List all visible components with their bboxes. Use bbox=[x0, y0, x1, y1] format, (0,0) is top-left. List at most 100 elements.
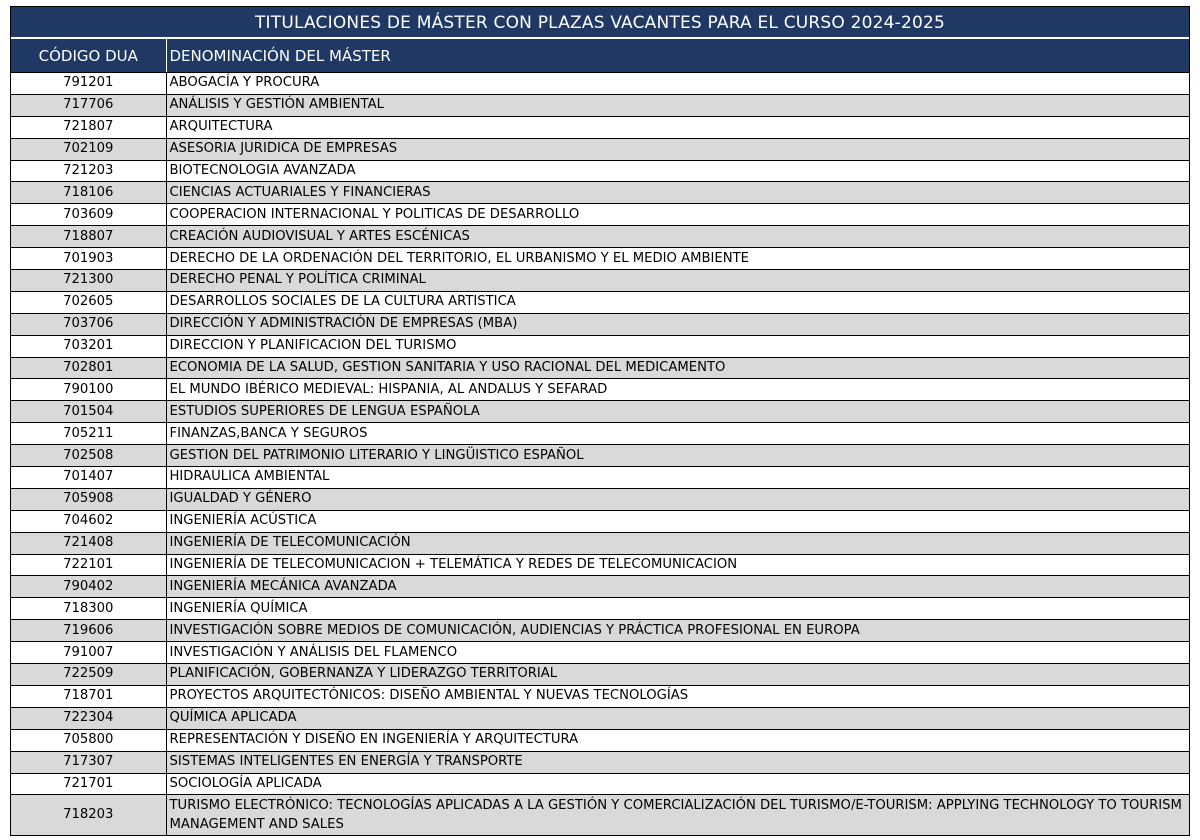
cell-code: 790100 bbox=[11, 378, 167, 402]
cell-name: ANÁLISIS Y GESTIÓN AMBIENTAL bbox=[166, 94, 1189, 117]
table-row: 790100 EL MUNDO IBÉRICO MEDIEVAL: HISPANI… bbox=[11, 378, 1189, 402]
table-row: 718106 CIENCIAS ACTUARIALES Y FINANCIERAS bbox=[11, 181, 1189, 205]
cell-name: DIRECCIÓN Y ADMINISTRACIÓN DE EMPRESAS (… bbox=[166, 313, 1189, 336]
cell-code: 721701 bbox=[11, 773, 167, 796]
cell-name: ABOGACÍA Y PROCURA bbox=[166, 72, 1189, 95]
table-row: 718300 INGENIERÍA QUÍMICA bbox=[11, 597, 1189, 621]
cell-code: 703201 bbox=[11, 335, 167, 358]
table-row: 721408 INGENIERÍA DE TELECOMUNICACIÓN bbox=[11, 532, 1189, 555]
cell-name: IGUALDAD Y GÉNERO bbox=[166, 488, 1189, 511]
cell-name: EL MUNDO IBÉRICO MEDIEVAL: HISPANIA, AL … bbox=[166, 378, 1189, 402]
cell-code: 701407 bbox=[11, 466, 167, 489]
cell-name: DERECHO PENAL Y POLÍTICA CRIMINAL bbox=[166, 269, 1189, 292]
cell-code: 722509 bbox=[11, 663, 167, 686]
table-row: 718807 CREACIÓN AUDIOVISUAL Y ARTES ESCÉN… bbox=[11, 225, 1189, 249]
cell-code: 702109 bbox=[11, 138, 167, 161]
cell-name: CIENCIAS ACTUARIALES Y FINANCIERAS bbox=[166, 181, 1189, 205]
cell-code: 721300 bbox=[11, 269, 167, 292]
cell-name: INGENIERÍA MECÁNICA AVANZADA bbox=[166, 575, 1189, 599]
table-row: 722509 PLANIFICACIÓN, GOBERNANZA Y LIDERA… bbox=[11, 663, 1189, 686]
cell-name: HIDRAULICA AMBIENTAL bbox=[166, 466, 1189, 489]
cell-name: PLANIFICACIÓN, GOBERNANZA Y LIDERAZGO TE… bbox=[166, 663, 1189, 686]
table-row: 701504 ESTUDIOS SUPERIORES DE LENGUA ESPA… bbox=[11, 400, 1189, 424]
cell-code: 718807 bbox=[11, 225, 167, 249]
cell-name: GESTION DEL PATRIMONIO LITERARIO Y LINGÜ… bbox=[166, 444, 1189, 468]
cell-code: 722101 bbox=[11, 554, 167, 577]
cell-name: INGENIERÍA DE TELECOMUNICACION + TELEMÁT… bbox=[166, 554, 1189, 577]
cell-name: COOPERACION INTERNACIONAL Y POLITICAS DE… bbox=[166, 203, 1189, 227]
sheet-title: TITULACIONES DE MÁSTER CON PLAZAS VACANT… bbox=[11, 7, 1189, 39]
cell-code: 702508 bbox=[11, 444, 167, 468]
header-row: CÓDIGO DUA DENOMINACIÓN DEL MÁSTER bbox=[11, 39, 1189, 73]
cell-code: 718300 bbox=[11, 597, 167, 621]
cell-code: 701504 bbox=[11, 400, 167, 424]
cell-name: SOCIOLOGÍA APLICADA bbox=[166, 773, 1189, 796]
masters-table: CÓDIGO DUA DENOMINACIÓN DEL MÁSTER 79120… bbox=[11, 39, 1189, 836]
table-row: 702605 DESARROLLOS SOCIALES DE LA CULTURA… bbox=[11, 291, 1189, 314]
cell-name: PROYECTOS ARQUITECTÓNICOS: DISEÑO AMBIEN… bbox=[166, 685, 1189, 708]
table-row: 790402 INGENIERÍA MECÁNICA AVANZADA bbox=[11, 575, 1189, 599]
table-row: 701903 DERECHO DE LA ORDENACIÓN DEL TERRI… bbox=[11, 247, 1189, 271]
cell-code: 717706 bbox=[11, 94, 167, 117]
cell-name: ECONOMIA DE LA SALUD, GESTION SANITARIA … bbox=[166, 357, 1189, 380]
table-row: 718701 PROYECTOS ARQUITECTÓNICOS: DISEÑO … bbox=[11, 685, 1189, 708]
table-row: 721300 DERECHO PENAL Y POLÍTICA CRIMINAL bbox=[11, 269, 1189, 292]
table-row: 722304 QUÍMICA APLICADA bbox=[11, 707, 1189, 730]
table-row: 721203 BIOTECNOLOGIA AVANZADA bbox=[11, 160, 1189, 183]
cell-name: ESTUDIOS SUPERIORES DE LENGUA ESPAÑOLA bbox=[166, 400, 1189, 424]
table-row: 702801 ECONOMIA DE LA SALUD, GESTION SANI… bbox=[11, 357, 1189, 380]
master-vacancies-sheet: TITULACIONES DE MÁSTER CON PLAZAS VACANT… bbox=[10, 6, 1190, 837]
table-row: 704602 INGENIERÍA ACÚSTICA bbox=[11, 510, 1189, 533]
cell-name: ASESORIA JURIDICA DE EMPRESAS bbox=[166, 138, 1189, 161]
table-row: 703201 DIRECCION Y PLANIFICACION DEL TURI… bbox=[11, 335, 1189, 358]
cell-name: REPRESENTACIÓN Y DISEÑO EN INGENIERÍA Y … bbox=[166, 729, 1189, 752]
cell-name: DERECHO DE LA ORDENACIÓN DEL TERRITORIO,… bbox=[166, 247, 1189, 271]
table-row: 717706 ANÁLISIS Y GESTIÓN AMBIENTAL bbox=[11, 94, 1189, 117]
table-row: 705211 FINANZAS,BANCA Y SEGUROS bbox=[11, 422, 1189, 446]
cell-name: INGENIERÍA QUÍMICA bbox=[166, 597, 1189, 621]
cell-code: 702801 bbox=[11, 357, 167, 380]
cell-code: 722304 bbox=[11, 707, 167, 730]
table-row: 702109 ASESORIA JURIDICA DE EMPRESAS bbox=[11, 138, 1189, 161]
cell-name: INGENIERÍA ACÚSTICA bbox=[166, 510, 1189, 533]
cell-code: 705800 bbox=[11, 729, 167, 752]
cell-code: 702605 bbox=[11, 291, 167, 314]
table-row: 719606 INVESTIGACIÓN SOBRE MEDIOS DE COMU… bbox=[11, 619, 1189, 643]
cell-name: DESARROLLOS SOCIALES DE LA CULTURA ARTIS… bbox=[166, 291, 1189, 314]
cell-code: 791007 bbox=[11, 641, 167, 665]
cell-code: 721203 bbox=[11, 160, 167, 183]
cell-name: CREACIÓN AUDIOVISUAL Y ARTES ESCÉNICAS bbox=[166, 225, 1189, 249]
table-row: 705800 REPRESENTACIÓN Y DISEÑO EN INGENIE… bbox=[11, 729, 1189, 752]
cell-name: QUÍMICA APLICADA bbox=[166, 707, 1189, 730]
cell-code: 721408 bbox=[11, 532, 167, 555]
cell-code: 703706 bbox=[11, 313, 167, 336]
cell-code: 705211 bbox=[11, 422, 167, 446]
cell-code: 701903 bbox=[11, 247, 167, 271]
table-row: 717307 SISTEMAS INTELIGENTES EN ENERGÍA Y… bbox=[11, 751, 1189, 774]
table-body: 791201 ABOGACÍA Y PROCURA 717706 ANÁLISIS Y… bbox=[11, 72, 1189, 836]
table-row: 791007 INVESTIGACIÓN Y ANÁLISIS DEL FLAME… bbox=[11, 641, 1189, 665]
cell-code: 718701 bbox=[11, 685, 167, 708]
cell-name: FINANZAS,BANCA Y SEGUROS bbox=[166, 422, 1189, 446]
cell-code: 705908 bbox=[11, 488, 167, 511]
cell-name: BIOTECNOLOGIA AVANZADA bbox=[166, 160, 1189, 183]
table-row: 718203 TURISMO ELECTRÓNICO: TECNOLOGÍAS A… bbox=[11, 794, 1189, 836]
table-row: 703706 DIRECCIÓN Y ADMINISTRACIÓN DE EMPR… bbox=[11, 313, 1189, 336]
cell-code: 718203 bbox=[11, 794, 167, 836]
table-row: 705908 IGUALDAD Y GÉNERO bbox=[11, 488, 1189, 511]
table-header: CÓDIGO DUA DENOMINACIÓN DEL MÁSTER bbox=[11, 39, 1189, 73]
cell-code: 790402 bbox=[11, 575, 167, 599]
cell-name: INVESTIGACIÓN Y ANÁLISIS DEL FLAMENCO bbox=[166, 641, 1189, 665]
cell-name: TURISMO ELECTRÓNICO: TECNOLOGÍAS APLICAD… bbox=[166, 794, 1189, 836]
cell-code: 791201 bbox=[11, 72, 167, 95]
cell-name: INVESTIGACIÓN SOBRE MEDIOS DE COMUNICACI… bbox=[166, 619, 1189, 643]
column-header-name: DENOMINACIÓN DEL MÁSTER bbox=[166, 39, 1189, 73]
table-row: 701407 HIDRAULICA AMBIENTAL bbox=[11, 466, 1189, 489]
cell-code: 704602 bbox=[11, 510, 167, 533]
cell-name: ARQUITECTURA bbox=[166, 116, 1189, 139]
cell-name: INGENIERÍA DE TELECOMUNICACIÓN bbox=[166, 532, 1189, 555]
cell-name: SISTEMAS INTELIGENTES EN ENERGÍA Y TRANS… bbox=[166, 751, 1189, 774]
column-header-code: CÓDIGO DUA bbox=[11, 39, 167, 73]
cell-code: 717307 bbox=[11, 751, 167, 774]
table-row: 702508 GESTION DEL PATRIMONIO LITERARIO Y… bbox=[11, 444, 1189, 468]
